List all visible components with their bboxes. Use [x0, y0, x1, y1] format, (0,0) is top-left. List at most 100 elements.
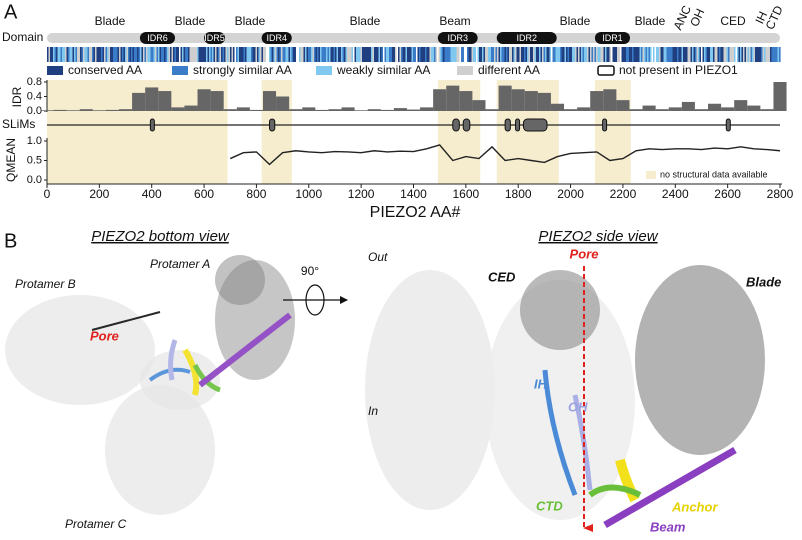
- conservation-stripe: [113, 47, 115, 62]
- conservation-stripe: [386, 47, 388, 62]
- conservation-stripe: [311, 47, 313, 62]
- conservation-stripe: [153, 47, 156, 62]
- conservation-stripe: [248, 47, 250, 62]
- idr-bar: [668, 107, 682, 111]
- conservation-stripe: [203, 47, 205, 62]
- idr-bar: [276, 96, 290, 111]
- conservation-stripe: [140, 47, 142, 62]
- conservation-stripe: [278, 47, 280, 62]
- conservation-stripe: [524, 47, 526, 62]
- conservation-stripe: [291, 47, 294, 62]
- conservation-stripe: [552, 47, 555, 62]
- idr-label: IDR1: [602, 33, 623, 43]
- conservation-stripe: [164, 47, 166, 62]
- conservation-stripe: [681, 47, 684, 62]
- conservation-stripe: [615, 47, 618, 62]
- domain-label: CED: [720, 14, 746, 28]
- conservation-stripe: [579, 47, 582, 62]
- side-label: CTD: [536, 498, 563, 513]
- conservation-stripe: [690, 47, 693, 62]
- conservation-stripe: [375, 47, 378, 62]
- conservation-stripe: [224, 47, 226, 62]
- conservation-stripe: [564, 47, 567, 62]
- idr-bar: [485, 109, 499, 111]
- conservation-stripe: [507, 47, 510, 62]
- conservation-stripe: [500, 47, 502, 62]
- conservation-stripe: [603, 47, 606, 62]
- conservation-stripe: [605, 47, 607, 62]
- idr-bar: [498, 85, 512, 111]
- idr-pill: [204, 32, 226, 44]
- idr-bar: [158, 91, 172, 111]
- conservation-stripe: [297, 47, 300, 62]
- conservation-stripe: [276, 47, 279, 62]
- conservation-stripe: [554, 47, 556, 62]
- conservation-stripe: [501, 47, 504, 62]
- conservation-stripe: [381, 47, 384, 62]
- x-tick-label: 1800: [505, 187, 532, 201]
- idr-bar: [249, 109, 263, 111]
- conservation-stripe: [447, 47, 450, 62]
- conservation-stripe: [198, 47, 201, 62]
- conservation-stripe: [93, 47, 96, 62]
- helix-oh: [572, 394, 593, 491]
- conservation-stripe: [294, 47, 297, 62]
- conservation-stripe: [671, 47, 673, 62]
- conservation-stripe: [417, 47, 420, 62]
- conservation-stripe: [234, 47, 237, 62]
- conservation-stripe: [600, 47, 603, 62]
- rotation-label: 90°: [301, 264, 319, 278]
- conservation-stripe: [587, 47, 589, 62]
- conservation-stripe: [779, 47, 781, 62]
- conservation-stripe: [492, 47, 495, 62]
- conservation-stripe: [540, 47, 543, 62]
- conservation-stripe: [449, 47, 451, 62]
- conservation-stripe: [414, 47, 417, 62]
- conservation-stripe: [72, 47, 75, 62]
- conservation-stripe: [377, 47, 379, 62]
- conservation-stripe: [183, 47, 186, 62]
- x-tick-label: 2400: [662, 187, 689, 201]
- conservation-stripe: [119, 47, 121, 62]
- idr-bar: [380, 109, 394, 111]
- conservation-stripe: [354, 47, 357, 62]
- conservation-stripe: [374, 47, 376, 62]
- conservation-stripe: [662, 47, 664, 62]
- side-label: CED: [488, 269, 516, 284]
- conservation-stripe: [356, 47, 358, 62]
- conservation-stripe: [231, 47, 234, 62]
- conservation-stripe: [101, 47, 103, 62]
- protamer-label: Protamer C: [65, 517, 127, 531]
- domain-label: OH: [687, 7, 707, 29]
- conservation-stripe: [767, 47, 769, 62]
- conservation-stripe: [729, 47, 732, 62]
- conservation-stripe: [557, 47, 559, 62]
- x-tick-label: 2600: [714, 187, 741, 201]
- idr-bar: [734, 100, 748, 111]
- conservation-stripe: [63, 47, 66, 62]
- conservation-stripe: [185, 47, 187, 62]
- helix-beam: [198, 312, 292, 388]
- conservation-stripe: [215, 47, 217, 62]
- conservation-stripe: [219, 47, 222, 62]
- conservation-stripe: [225, 47, 228, 62]
- conservation-stripe: [488, 47, 490, 62]
- conservation-stripe: [759, 47, 762, 62]
- conservation-stripe: [330, 47, 333, 62]
- conservation-stripe: [642, 47, 645, 62]
- view-title: PIEZO2 bottom view: [91, 228, 230, 245]
- conservation-stripe: [141, 47, 144, 62]
- conservation-stripe: [54, 47, 57, 62]
- conservation-stripe: [669, 47, 672, 62]
- conservation-stripe: [131, 47, 133, 62]
- x-tick-label: 2000: [557, 187, 584, 201]
- conservation-stripe: [338, 47, 340, 62]
- legend-label: different AA: [478, 63, 540, 77]
- conservation-stripe: [692, 47, 694, 62]
- pore-label: Pore: [570, 246, 599, 261]
- conservation-stripe: [423, 47, 426, 62]
- conservation-stripe: [741, 47, 744, 62]
- conservation-stripe: [107, 47, 109, 62]
- conservation-stripe: [56, 47, 58, 62]
- conservation-stripe: [561, 47, 564, 62]
